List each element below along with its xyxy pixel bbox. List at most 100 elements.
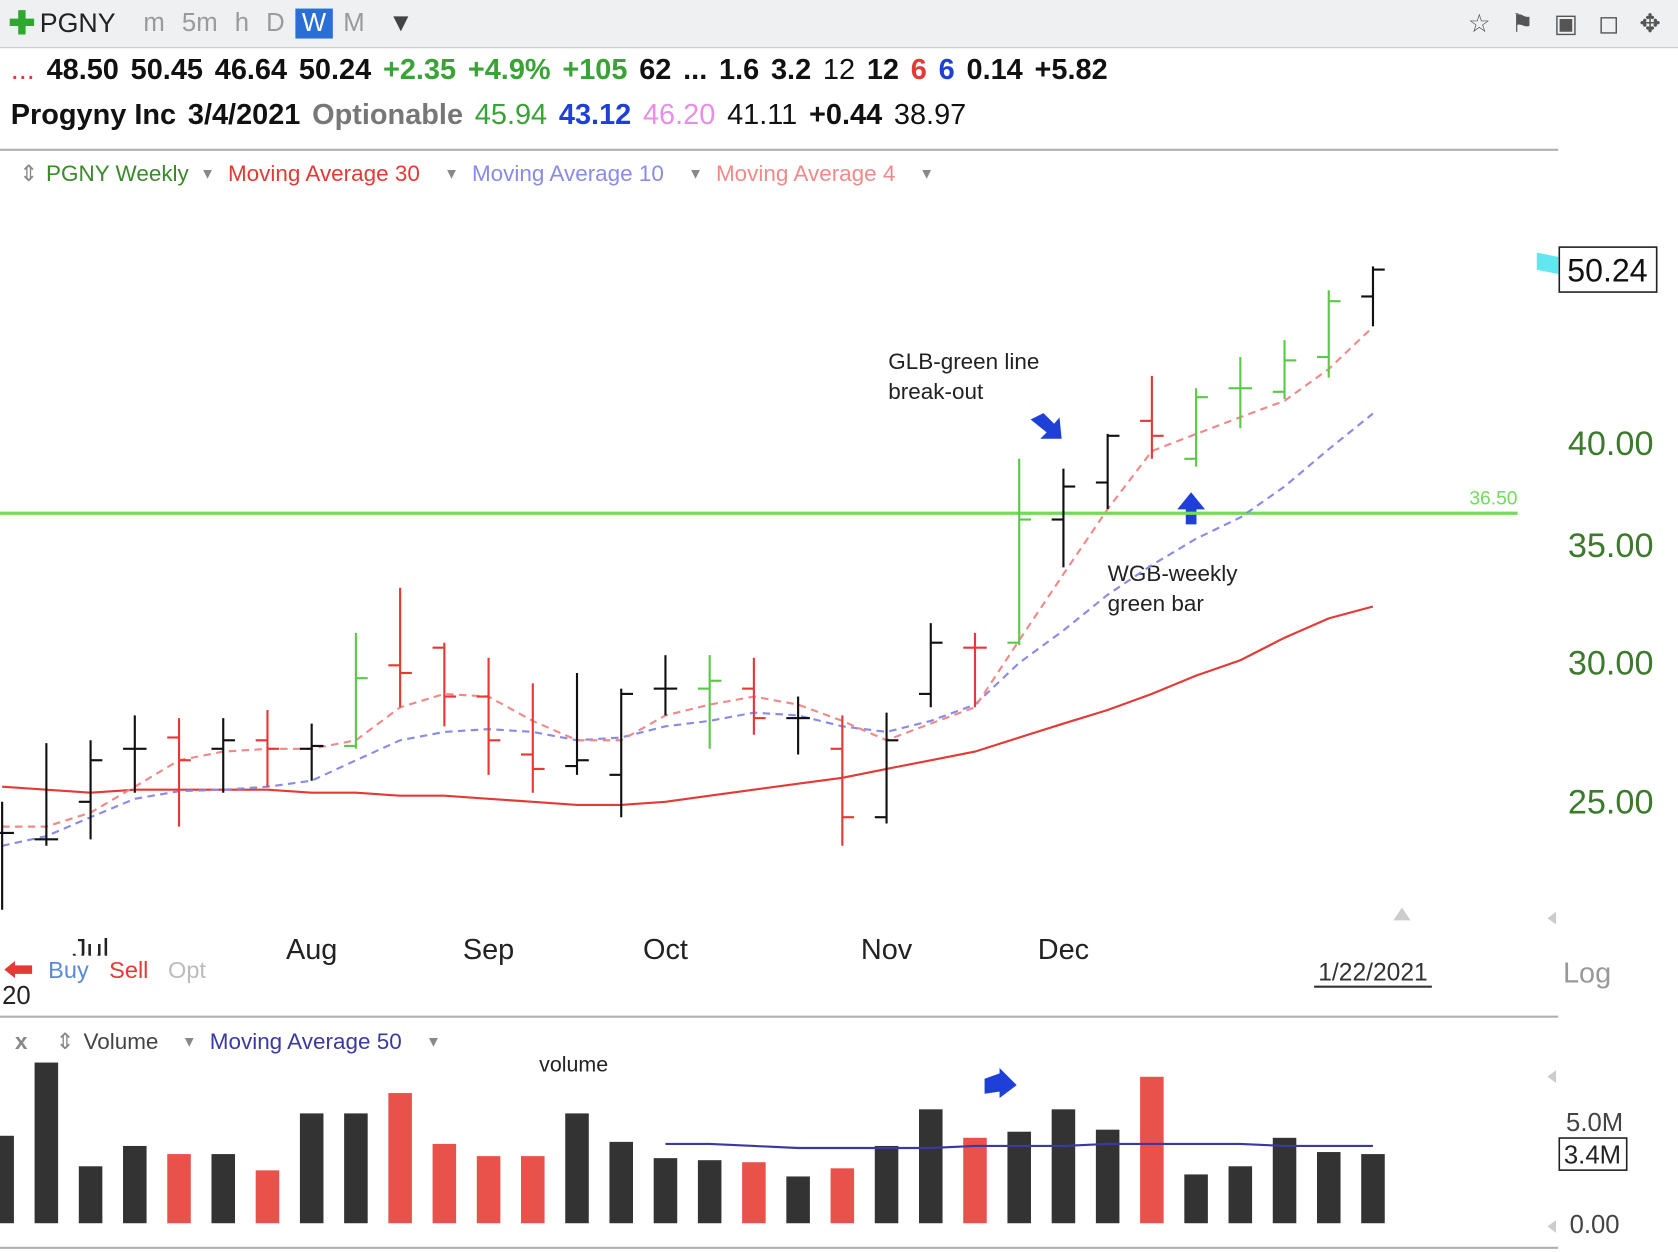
y-tick-label: 25.00: [1568, 784, 1654, 822]
dropdown[interactable]: ▼: [919, 166, 934, 183]
quote-field: +105: [562, 53, 628, 86]
interval-button[interactable]: 5m: [181, 8, 218, 38]
legend-entry[interactable]: Moving Average 30: [228, 161, 420, 186]
moving-average: [2, 326, 1374, 828]
dropdown[interactable]: ▼: [444, 166, 459, 183]
quote-field: 46.64: [214, 53, 288, 86]
annotation-line: green bar: [1108, 591, 1205, 616]
volume-bar: [211, 1154, 236, 1224]
quote-field: 6: [938, 53, 955, 86]
dropdown[interactable]: ▼: [688, 166, 703, 183]
y-tick-label: 5.0M: [1566, 1109, 1623, 1137]
price-legend: ⇕ PGNY Weekly ▼ Moving Average 30 ▼ Movi…: [19, 161, 934, 186]
volume-legend: x ⇕ Volume ▼ Moving Average 50 ▼: [15, 1029, 441, 1054]
arrow: [1177, 492, 1206, 525]
quote-field: ...: [683, 53, 708, 86]
dropdown[interactable]: ▼: [388, 8, 414, 38]
volume-bar: [0, 1135, 14, 1224]
interval-button[interactable]: M: [343, 8, 365, 38]
volume-bar: [167, 1154, 191, 1224]
volume-bar: [1051, 1109, 1076, 1224]
annotation-line: GLB-green line: [888, 349, 1039, 374]
moving-average: [1, 412, 1374, 847]
quote-field: 0.14: [966, 53, 1023, 86]
order-button[interactable]: Sell: [109, 957, 148, 983]
price-flag: [1536, 252, 1559, 274]
volume-bar: [1007, 1131, 1031, 1224]
order-button[interactable]: Opt: [168, 957, 206, 983]
tools[interactable]: ☆ ⚑ ▣ ◻ ✥: [1467, 9, 1668, 38]
volume-bar: [123, 1145, 147, 1224]
volume-bar: [830, 1168, 855, 1224]
last-volume-box: [1558, 1137, 1628, 1171]
order-button[interactable]: Buy: [48, 957, 89, 983]
arrow: [984, 1068, 1017, 1099]
y-tick-label: 0.00: [1570, 1211, 1620, 1239]
interval-button[interactable]: m: [143, 8, 165, 38]
volume-bar: [786, 1176, 810, 1224]
volume-bar: [1316, 1152, 1341, 1224]
quote-field: 43.12: [558, 98, 632, 131]
scale-toggle[interactable]: Log: [1563, 957, 1611, 989]
x-tick-label: Sep: [463, 934, 514, 966]
quote-field: +4.9%: [467, 53, 551, 86]
dropdown[interactable]: ▼: [200, 166, 215, 183]
dropdown[interactable]: ▼: [182, 1034, 197, 1051]
scroll-triangle[interactable]: [1547, 911, 1557, 925]
toolbar: ✚ PGNY m 5m h D W M ▼ ☆ ⚑ ▣ ◻ ✥: [0, 0, 1678, 49]
scroll-triangle[interactable]: [1393, 907, 1411, 921]
add-icon[interactable]: ✚: [8, 5, 36, 42]
volume-bar: [1184, 1174, 1208, 1224]
y-tick-label: 30.00: [1568, 645, 1654, 683]
quote-field: 1.6: [719, 53, 760, 86]
quote-field: +5.82: [1034, 53, 1108, 86]
volume-bar: [299, 1113, 324, 1224]
volume-bar: [1272, 1137, 1297, 1224]
legend-entry[interactable]: Moving Average 50: [210, 1029, 402, 1054]
quote-field: +0.44: [809, 98, 883, 131]
quote-field: Progyny Inc: [10, 98, 177, 131]
x-tick-label: Aug: [286, 934, 337, 966]
move-icon[interactable]: ⇕: [19, 161, 38, 186]
legend-entry[interactable]: Moving Average 10: [472, 161, 664, 186]
volume-bar: [742, 1162, 766, 1224]
volume-bar: [521, 1156, 545, 1224]
volume-bar: [476, 1156, 501, 1224]
order-icon: [4, 961, 33, 979]
legend-main[interactable]: PGNY Weekly: [46, 161, 190, 186]
interval-button[interactable]: W: [295, 8, 333, 39]
quote-field: +2.35: [382, 53, 457, 86]
legend-main[interactable]: Volume: [83, 1029, 158, 1054]
interval-button[interactable]: D: [266, 8, 285, 38]
volume-bar: [609, 1141, 634, 1224]
symbol[interactable]: PGNY: [39, 8, 116, 38]
last-volume: 3.4M: [1564, 1142, 1621, 1170]
dropdown[interactable]: ▼: [426, 1034, 441, 1051]
x-tick-label: Nov: [861, 934, 913, 966]
intervals: m 5m h D W M: [135, 8, 373, 39]
quote-field: 50.45: [130, 53, 203, 86]
quote-row: ... 48.50 50.45 46.64 50.24 +2.35 +4.9% +105 62.…: [11, 54, 1108, 87]
volume-bar: [874, 1145, 899, 1224]
move-icon[interactable]: ⇕: [56, 1029, 75, 1054]
quote-field: ...: [10, 53, 35, 86]
close-button[interactable]: x: [15, 1029, 28, 1054]
annotation-line: WGB-weekly: [1108, 561, 1239, 586]
arrow: [1030, 413, 1062, 439]
volume-bar: [565, 1113, 589, 1224]
scroll-triangle[interactable]: [1547, 1220, 1557, 1233]
volume-bar: [388, 1093, 412, 1224]
y-tick-label: 40.00: [1568, 425, 1654, 463]
interval-button[interactable]: h: [234, 8, 250, 38]
x-tick-label: Oct: [643, 934, 688, 966]
quote-field: 48.50: [46, 53, 119, 86]
volume-bar: [1095, 1129, 1120, 1224]
quote-row: Progyny Inc 3/4/2021 Optionable 45.94 43.12 4…: [11, 98, 967, 131]
cursor-date: 1/22/2021: [1318, 959, 1427, 986]
volume-average: [665, 1142, 1373, 1150]
quote-field: 45.94: [474, 98, 548, 131]
legend-entry[interactable]: Moving Average 4: [716, 161, 895, 186]
scroll-triangle[interactable]: [1547, 1070, 1557, 1084]
